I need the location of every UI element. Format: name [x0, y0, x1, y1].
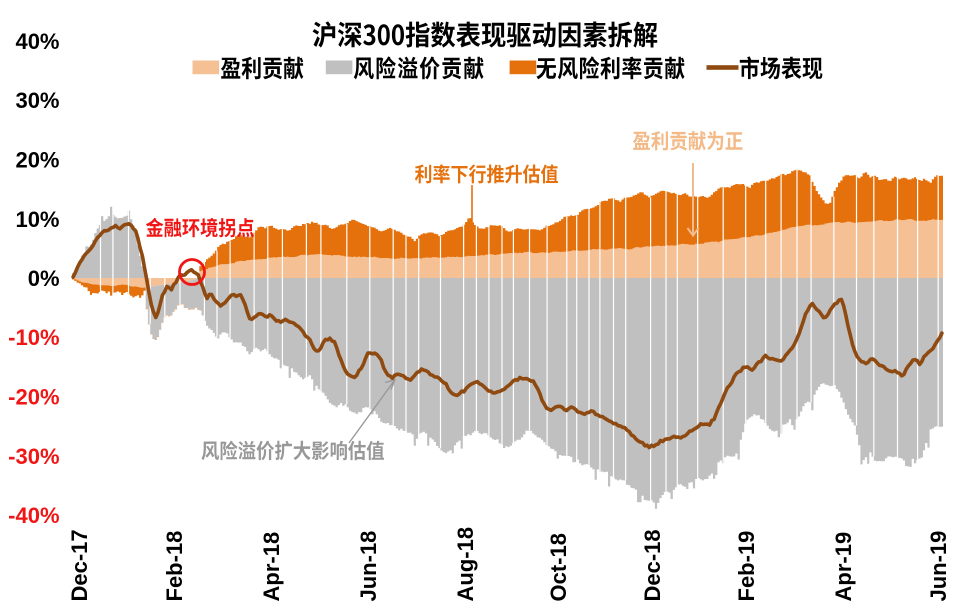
svg-text:Feb-19: Feb-19	[734, 531, 759, 602]
svg-text:0%: 0%	[28, 266, 60, 291]
svg-text:Apr-19: Apr-19	[831, 532, 856, 602]
svg-text:Dec-17: Dec-17	[67, 529, 92, 601]
svg-text:-20%: -20%	[8, 385, 59, 410]
svg-text:Jun-19: Jun-19	[926, 531, 951, 602]
svg-text:10%: 10%	[15, 207, 59, 232]
svg-text:40%: 40%	[15, 29, 59, 54]
svg-text:Dec-18: Dec-18	[640, 529, 665, 601]
svg-text:-10%: -10%	[8, 325, 59, 350]
svg-text:Apr-18: Apr-18	[259, 532, 284, 602]
svg-text:20%: 20%	[15, 148, 59, 173]
svg-text:Aug-18: Aug-18	[453, 527, 478, 602]
svg-text:Jun-18: Jun-18	[356, 531, 381, 602]
svg-text:Feb-18: Feb-18	[162, 531, 187, 602]
svg-text:30%: 30%	[15, 88, 59, 113]
svg-text:Oct-18: Oct-18	[546, 533, 571, 601]
svg-text:-30%: -30%	[8, 444, 59, 469]
svg-text:-40%: -40%	[8, 503, 59, 528]
